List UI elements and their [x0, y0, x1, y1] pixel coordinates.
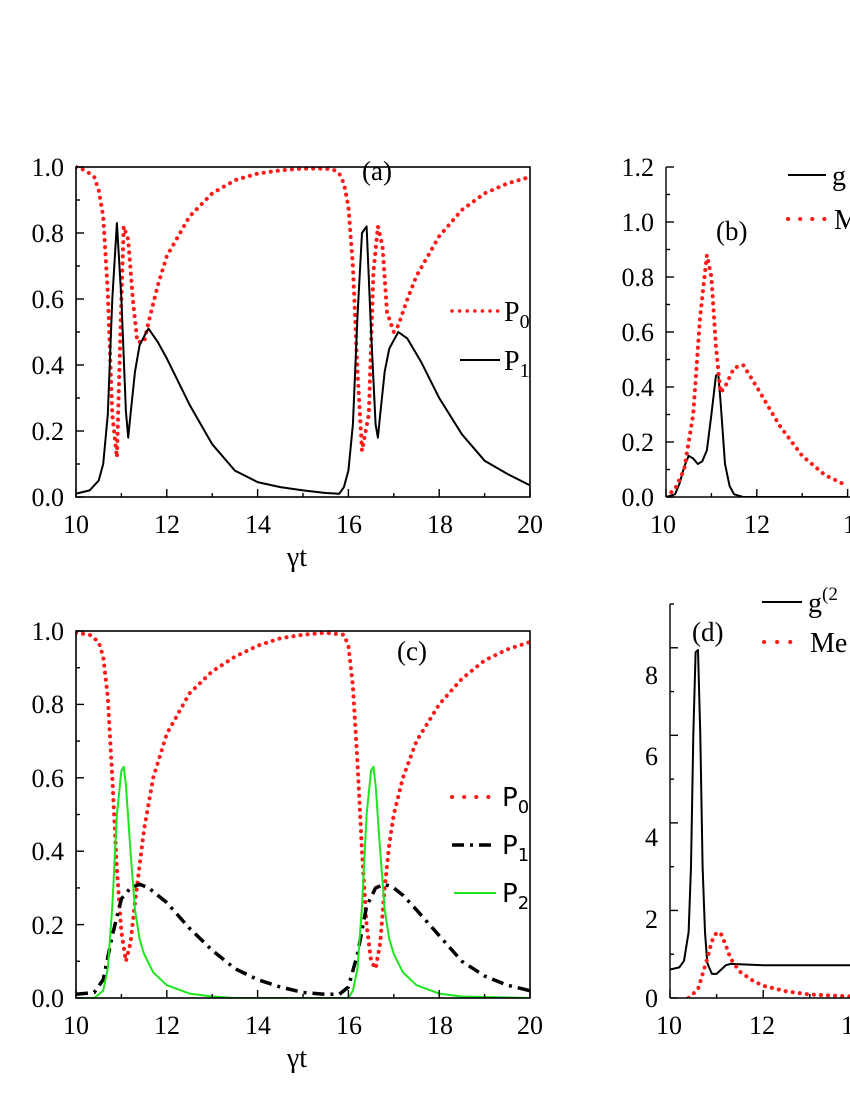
panel-d-tick-marks [669, 603, 811, 999]
panel-b-x-tick-label: 12 [744, 510, 770, 539]
panel-a-y-tick-label: 0.4 [32, 351, 65, 380]
panel-a-y-tick-label: 0.8 [32, 219, 65, 248]
panel-c-legend-label-p1: P1 [502, 831, 529, 866]
panel-a-tick-marks [75, 166, 531, 498]
panel-b-legend: g M [786, 161, 850, 236]
panel-c-x-tick-label: 14 [245, 1011, 271, 1040]
panel-d-y-tick-label: 2 [645, 905, 658, 934]
panel-c-y-tick-labels: 0.0 0.2 0.4 0.6 0.8 1.0 [32, 617, 65, 1013]
panel-c: (c) 10 12 14 16 18 20 0.0 0.2 0.4 0.6 0.… [32, 617, 544, 1074]
panel-d-y-tick-label: 0 [645, 984, 658, 1013]
panel-d: (d) 10 12 1 0 2 4 6 8 g(2 Me [645, 584, 850, 1040]
panel-c-series-line-p2 [76, 765, 530, 998]
panel-c-y-tick-label: 1.0 [32, 617, 65, 646]
panel-b-y-tick-label: 1.0 [622, 208, 655, 237]
panel-a-x-tick-labels: 10 12 14 16 18 20 [63, 510, 543, 539]
panel-a-y-tick-label: 0.6 [32, 285, 65, 314]
panel-b-y-tick-label: 0.0 [622, 483, 655, 512]
panel-c-legend-label-p2: P2 [502, 879, 529, 914]
panel-b-y-tick-labels: 0.0 0.2 0.4 0.6 0.8 1.0 1.2 [622, 153, 655, 512]
panel-c-series-line-p1 [76, 882, 530, 997]
panel-d-y-tick-label: 6 [645, 742, 658, 771]
panel-a-series [76, 165, 530, 495]
panel-b-y-tick-label: 0.2 [622, 428, 655, 457]
panel-a-label: (a) [362, 156, 392, 186]
panel-a-x-tick-label: 10 [63, 510, 89, 539]
panel-a-series-line-p0 [76, 165, 530, 460]
panel-b-x-tick-label: 1 [843, 510, 850, 539]
panel-a-y-tick-labels: 0.0 0.2 0.4 0.6 0.8 1.0 [32, 153, 65, 512]
panel-c-x-tick-label: 10 [63, 1011, 89, 1040]
panel-c-y-tick-label: 0.0 [32, 984, 65, 1013]
panel-c-legend: P0 P1 P2 [450, 783, 529, 914]
panel-b-series [666, 253, 850, 497]
panel-b-y-tick-label: 0.6 [622, 318, 655, 347]
panel-b-series-line-g [666, 372, 848, 497]
panel-d-x-tick-label: 1 [841, 1011, 850, 1040]
panel-c-y-tick-label: 0.6 [32, 764, 65, 793]
panel-b: (b) 10 12 1 0.0 0.2 0.4 0.6 0.8 1.0 1.2 … [622, 153, 850, 539]
panel-c-frame [75, 630, 531, 999]
panel-a-legend-label-p0: P0 [504, 297, 530, 333]
panel-d-series [670, 649, 850, 998]
panel-c-y-tick-label: 0.4 [32, 837, 65, 866]
panel-a: (a) 10 12 14 16 18 20 0.0 0.2 0.4 0.6 0.… [32, 153, 544, 573]
panel-c-series [76, 630, 530, 998]
panel-a-x-tick-label: 14 [245, 510, 271, 539]
panel-c-legend-label-p0: P0 [502, 783, 529, 818]
panel-d-x-tick-labels: 10 12 1 [656, 1011, 850, 1040]
panel-d-y-tick-label: 4 [645, 823, 658, 852]
panel-a-frame [75, 166, 531, 498]
panel-c-x-tick-label: 12 [154, 1011, 180, 1040]
panel-a-x-tick-label: 20 [517, 510, 543, 539]
panel-c-x-tick-label: 16 [336, 1011, 362, 1040]
panel-b-x-tick-label: 10 [650, 510, 676, 539]
panel-b-legend-label-m: M [834, 205, 850, 236]
panel-a-y-tick-label: 0.2 [32, 417, 65, 446]
panel-b-tick-marks [665, 166, 849, 498]
panel-c-series-line-p0 [76, 630, 530, 971]
panel-c-y-tick-label: 0.2 [32, 911, 65, 940]
panel-b-y-tick-label: 1.2 [622, 153, 655, 182]
panel-a-series-line-p1 [76, 222, 530, 495]
panel-c-x-tick-labels: 10 12 14 16 18 20 [63, 1011, 543, 1040]
panel-b-x-tick-labels: 10 12 1 [650, 510, 850, 539]
panel-c-x-tick-label: 20 [517, 1011, 543, 1040]
panel-a-x-axis-title: γt [286, 542, 307, 573]
panel-d-legend: g(2 Me [762, 584, 847, 659]
panel-c-tick-marks [75, 630, 531, 999]
panel-c-y-tick-label: 0.8 [32, 690, 65, 719]
panel-d-x-tick-label: 12 [749, 1011, 775, 1040]
panel-a-y-tick-label: 0.0 [32, 483, 65, 512]
panel-d-x-tick-label: 10 [656, 1011, 682, 1040]
panel-a-legend-label-p1: P1 [504, 346, 530, 382]
panel-b-label: (b) [716, 216, 747, 246]
panel-d-series-line-g2 [670, 649, 850, 975]
panel-d-label: (d) [692, 617, 723, 647]
panel-d-y-tick-label: 8 [645, 661, 658, 690]
panel-b-y-tick-label: 0.8 [622, 263, 655, 292]
panel-a-x-tick-label: 12 [154, 510, 180, 539]
panel-d-series-line-me [686, 930, 850, 998]
panel-c-x-axis-title: γt [286, 1043, 307, 1074]
panel-b-series-line-m [666, 253, 850, 497]
panel-d-legend-label-me: Me [810, 628, 847, 659]
panel-b-legend-label-g: g [832, 161, 846, 192]
panel-d-legend-label-g2: g(2 [808, 584, 838, 619]
panel-a-y-tick-label: 1.0 [32, 153, 65, 182]
panel-a-legend: P0 P1 [450, 297, 530, 382]
panel-d-y-tick-labels: 0 2 4 6 8 [645, 661, 658, 1013]
panel-a-x-tick-label: 16 [336, 510, 362, 539]
panel-b-y-tick-label: 0.4 [622, 373, 655, 402]
panel-c-label: (c) [397, 636, 427, 666]
panel-c-x-tick-label: 18 [427, 1011, 453, 1040]
panel-a-x-tick-label: 18 [427, 510, 453, 539]
